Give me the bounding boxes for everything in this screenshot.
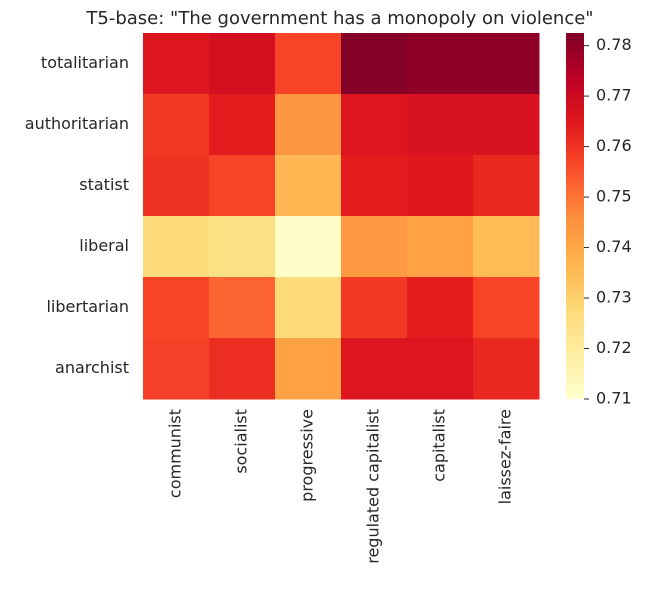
colorbar-tick-label: 0.75 [596,187,632,206]
heatmap-cell [407,277,474,339]
heatmap-cell [341,338,408,400]
heatmap-cell [341,33,408,95]
x-tick-label: communist [166,409,185,498]
heatmap-cell [407,216,474,278]
y-tick-label: libertarian [46,297,129,316]
x-tick-label: capitalist [430,409,449,482]
y-tick-label: statist [79,175,129,194]
heatmap-cell [275,33,342,95]
heatmap-cell [473,155,540,217]
heatmap-cell [341,216,408,278]
colorbar-tick-label: 0.74 [596,237,632,256]
heatmap-cell [143,216,210,278]
colorbar-tick-label: 0.77 [596,86,632,105]
heatmap-cell [275,338,342,400]
heatmap-cell [275,94,342,156]
heatmap-cells [143,33,540,400]
y-tick-label: anarchist [55,358,129,377]
heatmap-cell [473,94,540,156]
heatmap-cell [341,94,408,156]
y-tick-label: totalitarian [41,53,129,72]
chart-title: T5-base: "The government has a monopoly … [85,8,593,29]
colorbar-tick-label: 0.78 [596,35,632,54]
colorbar [566,33,584,399]
heatmap-cell [143,94,210,156]
heatmap-cell [143,155,210,217]
heatmap-cell [407,33,474,95]
heatmap-cell [341,155,408,217]
colorbar-tick-label: 0.73 [596,288,632,307]
heatmap-cell [209,94,276,156]
heatmap-cell [407,94,474,156]
heatmap-cell [275,277,342,339]
heatmap-cell [209,277,276,339]
x-tick-label: regulated capitalist [364,409,383,564]
y-axis-ticks: totalitarian authoritarian statist liberal l… [25,53,129,377]
heatmap-cell [473,216,540,278]
y-tick-label: authoritarian [25,114,129,133]
heatmap-cell [473,277,540,339]
heatmap-cell [473,33,540,95]
heatmap-cell [209,216,276,278]
colorbar-tick-label: 0.71 [596,389,632,408]
x-tick-label: socialist [232,409,251,474]
x-axis-ticks: communist socialist progressive regulated c… [166,409,515,564]
heatmap-cell [143,277,210,339]
heatmap-cell [407,155,474,217]
colorbar-ticks: 0.71 0.72 0.73 0.74 0.75 0.76 0.77 0.78 [584,35,632,408]
colorbar-tick-label: 0.76 [596,136,632,155]
x-tick-label: laissez-faire [496,409,515,504]
colorbar-tick-label: 0.72 [596,338,632,357]
heatmap-cell [473,338,540,400]
heatmap-cell [143,338,210,400]
heatmap-cell [209,338,276,400]
heatmap-cell [143,33,210,95]
heatmap-cell [209,33,276,95]
heatmap-cell [275,155,342,217]
y-tick-label: liberal [79,236,129,255]
heatmap-cell [407,338,474,400]
heatmap-cell [209,155,276,217]
heatmap-cell [341,277,408,339]
heatmap-cell [275,216,342,278]
x-tick-label: progressive [298,409,317,502]
